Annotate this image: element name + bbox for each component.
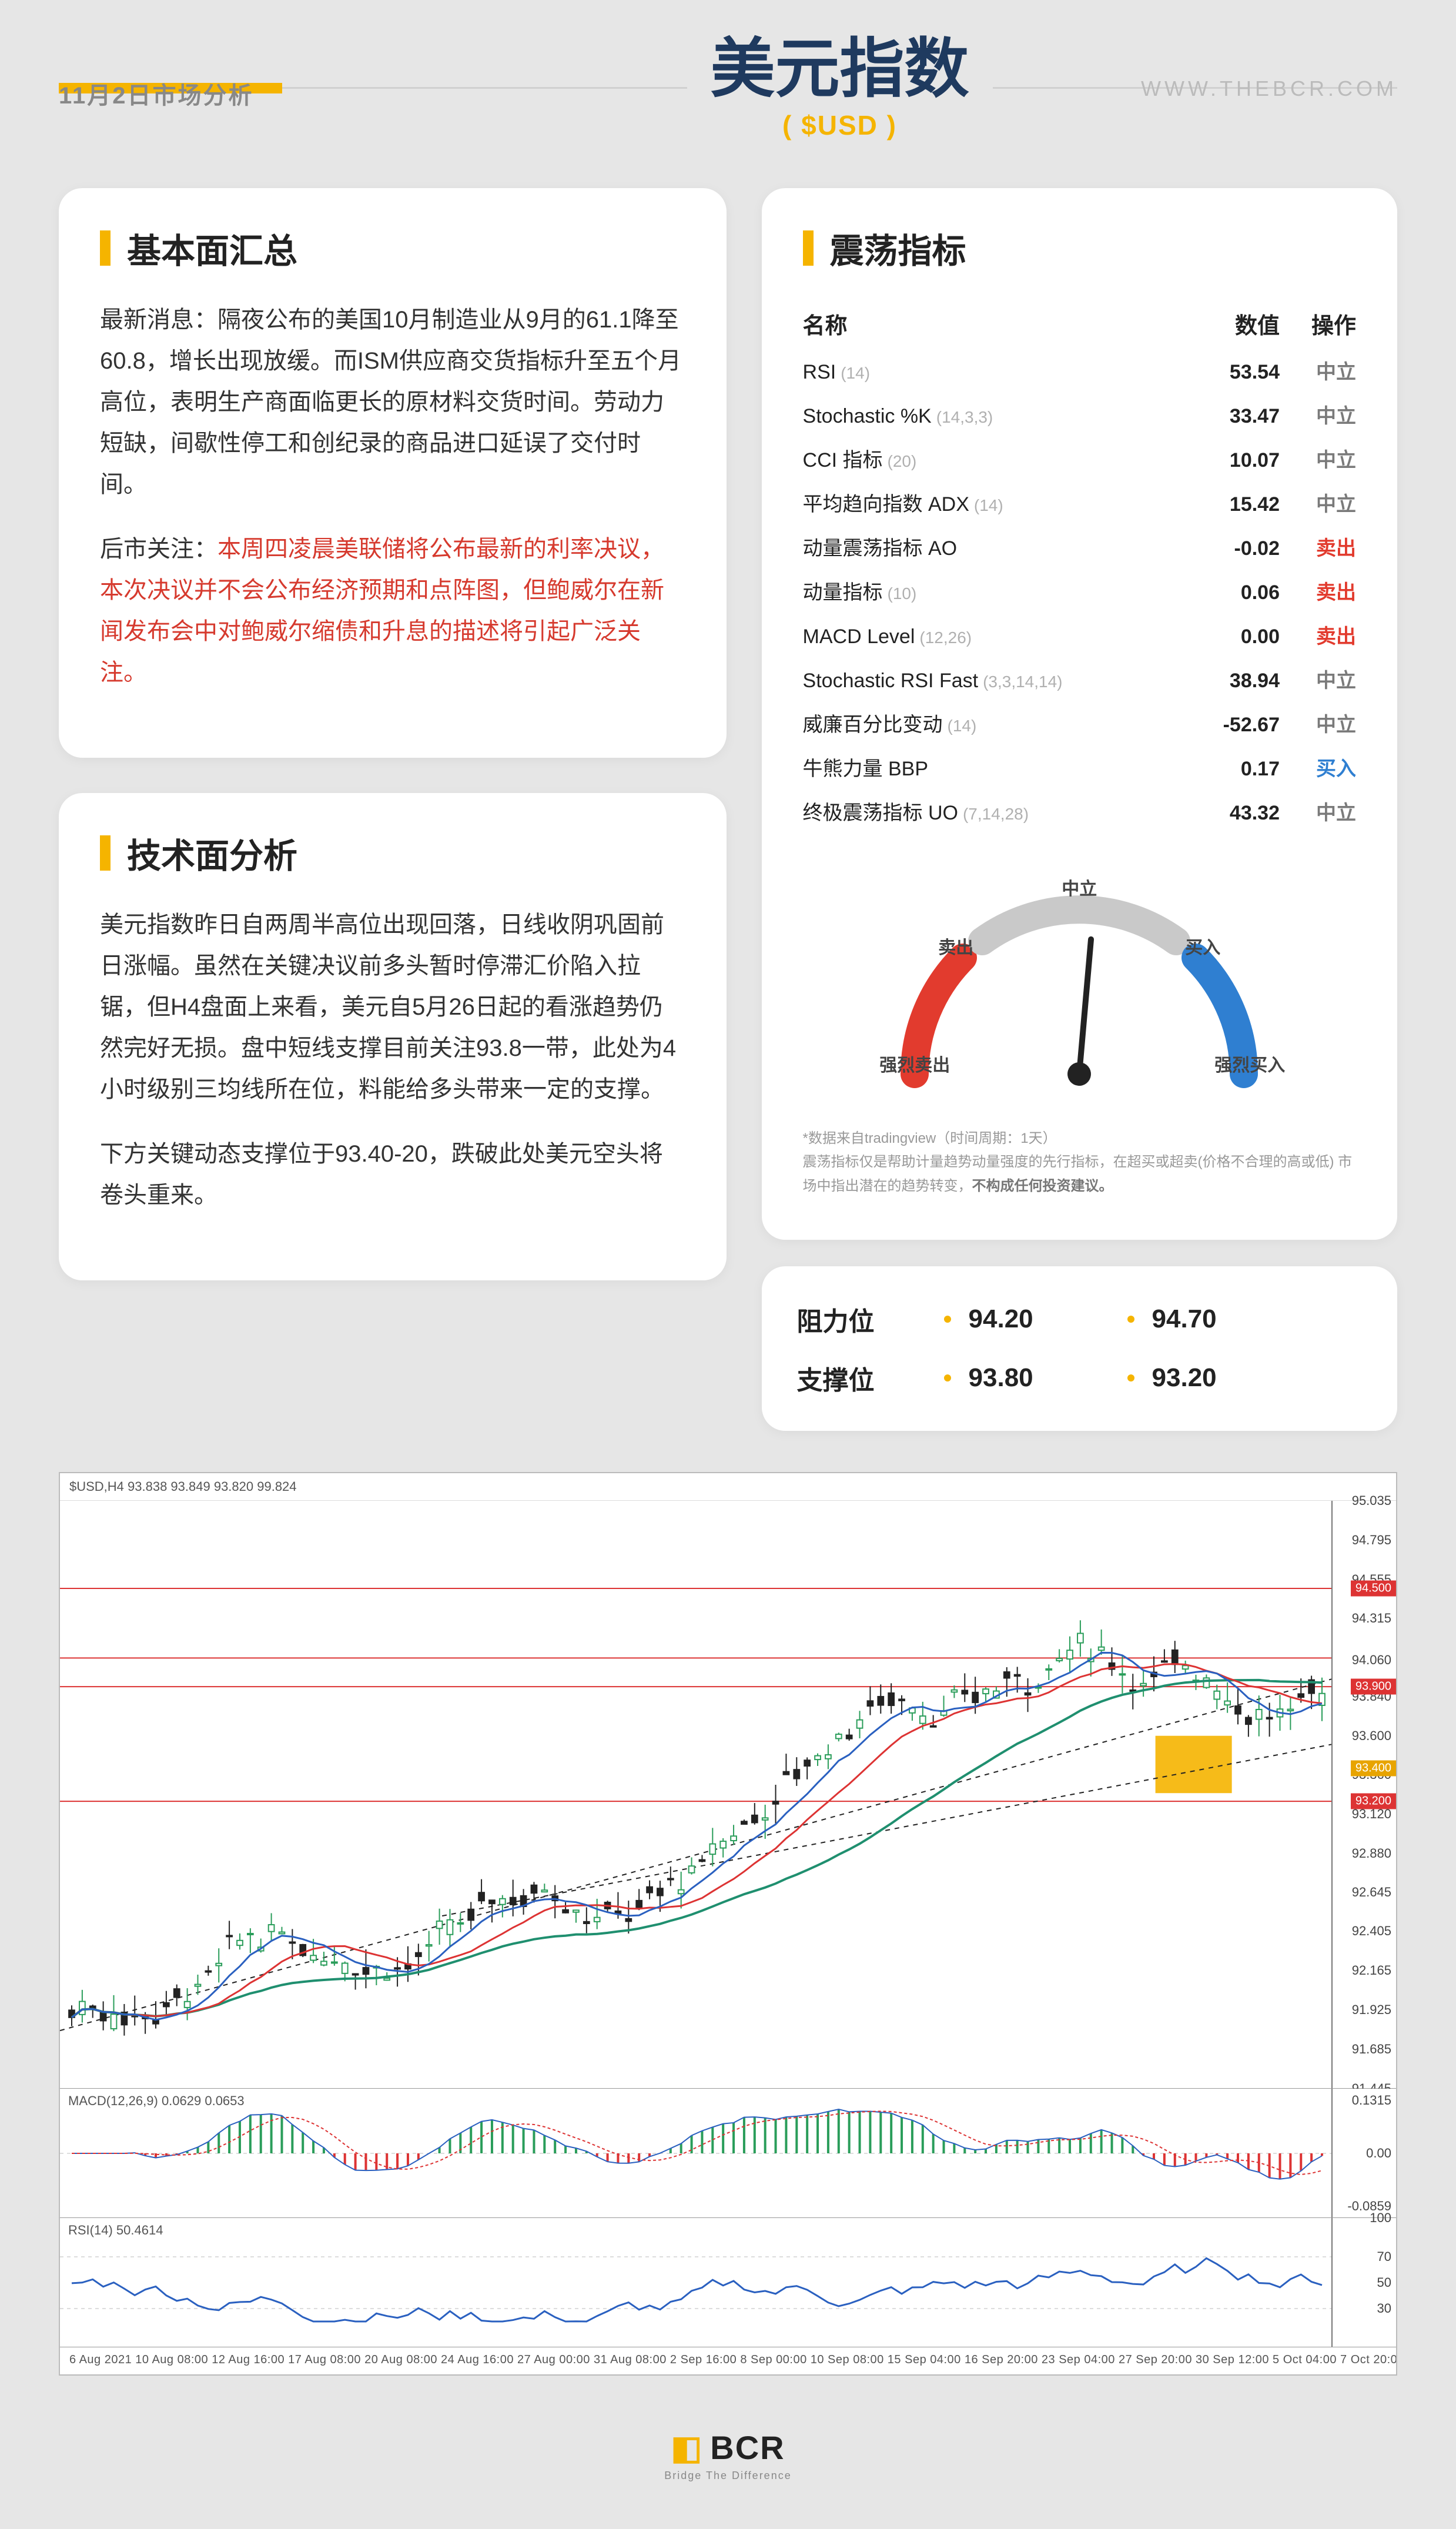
technical-card: 技术面分析 美元指数昨日自两周半高位出现回落，日线收阴巩固前日涨幅。虽然在关键决… bbox=[59, 793, 727, 1280]
gauge-label-sell: 卖出 bbox=[938, 933, 973, 959]
indicator-row: RSI(14)53.54中立 bbox=[803, 348, 1356, 392]
chart-main-panel: 95.03594.79594.55594.31594.06093.84093.6… bbox=[60, 1501, 1396, 2089]
indicator-row: Stochastic RSI Fast(3,3,14,14)38.94中立 bbox=[803, 657, 1356, 701]
disclaimer: *数据来自tradingview（时间周期：1天） 震荡指标仅是帮助计量趋势动量… bbox=[803, 1127, 1356, 1199]
indicator-row: 终极震荡指标 UO(7,14,28)43.32中立 bbox=[803, 789, 1356, 833]
indicator-row: MACD Level(12,26)0.00卖出 bbox=[803, 613, 1356, 657]
technical-title: 技术面分析 bbox=[127, 828, 297, 878]
fundamentals-title: 基本面汇总 bbox=[127, 223, 297, 273]
fundamentals-card: 基本面汇总 最新消息：隔夜公布的美国10月制造业从9月的61.1降至60.8，增… bbox=[59, 188, 727, 758]
footer: ◧ BCR Bridge The Difference bbox=[59, 2428, 1397, 2482]
price-chart: $USD,H4 93.838 93.849 93.820 99.824 95.0… bbox=[59, 1472, 1397, 2376]
oscillators-title: 震荡指标 bbox=[830, 223, 966, 273]
logo-icon: ◧ bbox=[671, 2428, 702, 2467]
indicator-rows: RSI(14)53.54中立Stochastic %K(14,3,3)33.47… bbox=[803, 348, 1356, 833]
site-url: WWW.THEBCR.COM bbox=[1141, 76, 1397, 101]
gauge-needle bbox=[1067, 938, 1103, 1087]
gauge-label-strong-sell: 强烈卖出 bbox=[879, 1051, 950, 1076]
resistance-row: 阻力位 94.20 94.70 bbox=[797, 1290, 1362, 1349]
technical-p1: 美元指数昨日自两周半高位出现回落，日线收阴巩固前日涨幅。虽然在关键决议前多头暂时… bbox=[100, 904, 685, 1110]
bullet-icon bbox=[1127, 1316, 1134, 1323]
gauge-label-buy: 买入 bbox=[1185, 933, 1220, 959]
oscillators-card: 震荡指标 名称 数值 操作 RSI(14)53.54中立Stochastic %… bbox=[762, 188, 1397, 1240]
accent-bar-icon bbox=[100, 835, 111, 871]
accent-bar-icon bbox=[100, 230, 111, 266]
header: 美元指数 ( $USD ) 11月2日市场分析 WWW.THEBCR.COM bbox=[59, 35, 1397, 141]
accent-bar-icon bbox=[803, 230, 814, 266]
indicator-row: Stochastic %K(14,3,3)33.47中立 bbox=[803, 392, 1356, 436]
page-subtitle: ( $USD ) bbox=[711, 109, 969, 141]
indicator-row: 威廉百分比变动(14)-52.67中立 bbox=[803, 701, 1356, 745]
page: 美元指数 ( $USD ) 11月2日市场分析 WWW.THEBCR.COM 基… bbox=[0, 0, 1456, 2529]
bullet-icon bbox=[944, 1316, 951, 1323]
chart-title: $USD,H4 93.838 93.849 93.820 99.824 bbox=[60, 1473, 1396, 1501]
technical-p2: 下方关键动态支撑位于93.40-20，跌破此处美元空头将卷头重来。 bbox=[100, 1133, 685, 1216]
indicator-row: 牛熊力量 BBP0.17买入 bbox=[803, 745, 1356, 789]
levels-card: 阻力位 94.20 94.70 支撑位 93.80 93.20 bbox=[762, 1266, 1397, 1431]
bullet-icon bbox=[944, 1374, 951, 1381]
page-title: 美元指数 bbox=[711, 35, 969, 103]
chart-x-axis: 6 Aug 2021 10 Aug 08:00 12 Aug 16:00 17 … bbox=[60, 2347, 1396, 2374]
indicator-row: 动量震荡指标 AO-0.02卖出 bbox=[803, 524, 1356, 568]
chart-y-axis: 95.03594.79594.55594.31594.06093.84093.6… bbox=[1331, 1501, 1396, 2088]
gauge-label-neutral: 中立 bbox=[1062, 874, 1097, 900]
indicator-row: 动量指标(10)0.06卖出 bbox=[803, 568, 1356, 613]
brand-logo: ◧ BCR bbox=[671, 2428, 785, 2467]
chart-rsi-panel: RSI(14) 50.4614 100705030 bbox=[60, 2218, 1396, 2347]
indicator-row: CCI 指标(20)10.07中立 bbox=[803, 436, 1356, 480]
support-row: 支撑位 93.80 93.20 bbox=[797, 1349, 1362, 1407]
indicator-header: 名称 数值 操作 bbox=[803, 299, 1356, 348]
sentiment-gauge: 强烈卖出 卖出 中立 买入 强烈买入 bbox=[868, 862, 1291, 1109]
fundamentals-p1: 最新消息：隔夜公布的美国10月制造业从9月的61.1降至60.8，增长出现放缓。… bbox=[100, 299, 685, 505]
chart-macd-panel: MACD(12,26,9) 0.0629 0.0653 0.13150.00-0… bbox=[60, 2089, 1396, 2218]
fundamentals-p2: 后市关注：本周四凌晨美联储将公布最新的利率决议，本次决议并不会公布经济预期和点阵… bbox=[100, 528, 685, 693]
indicator-row: 平均趋向指数 ADX(14)15.42中立 bbox=[803, 480, 1356, 524]
date-label: 11月2日市场分析 bbox=[59, 76, 254, 111]
bullet-icon bbox=[1127, 1374, 1134, 1381]
gauge-label-strong-buy: 强烈买入 bbox=[1214, 1051, 1285, 1076]
